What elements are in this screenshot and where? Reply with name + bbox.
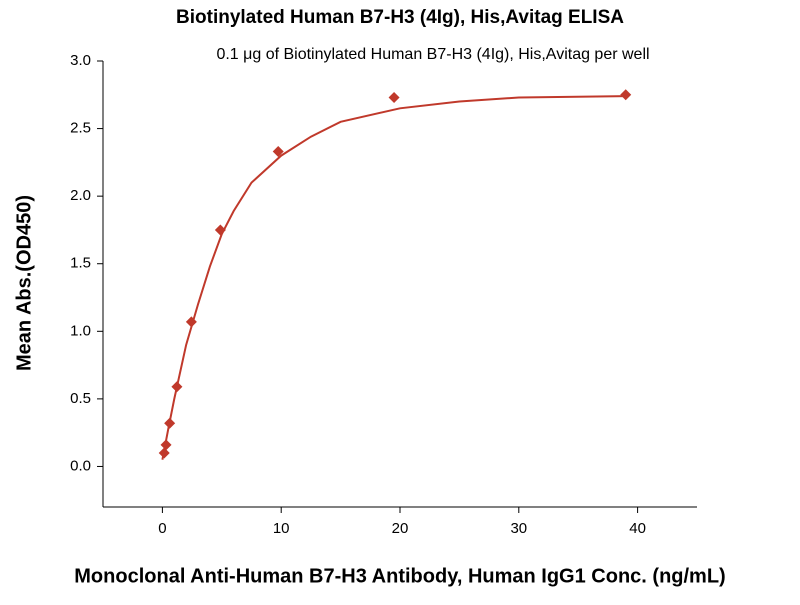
fit-curve bbox=[161, 95, 626, 460]
data-point bbox=[272, 146, 284, 158]
y-axis-title: Mean Abs.(OD450) bbox=[13, 195, 35, 371]
x-tick-label: 10 bbox=[273, 520, 290, 537]
data-point bbox=[620, 89, 632, 101]
x-tick-label: 30 bbox=[510, 520, 527, 537]
x-tick-label: 20 bbox=[392, 520, 409, 537]
chart-title: Biotinylated Human B7-H3 (4Ig), His,Avit… bbox=[176, 7, 624, 28]
x-tick-label: 40 bbox=[629, 520, 646, 537]
chart-subtitle: 0.1 μg of Biotinylated Human B7-H3 (4Ig)… bbox=[216, 46, 649, 63]
y-tick-label: 1.5 bbox=[70, 255, 91, 272]
x-tick-label: 0 bbox=[158, 520, 166, 537]
y-tick-label: 2.5 bbox=[70, 120, 91, 137]
y-tick-label: 0.0 bbox=[70, 457, 91, 474]
x-axis-title: Monoclonal Anti-Human B7-H3 Antibody, Hu… bbox=[74, 565, 725, 587]
y-tick-label: 0.5 bbox=[70, 390, 91, 407]
y-tick-label: 2.0 bbox=[70, 187, 91, 204]
y-tick-label: 1.0 bbox=[70, 322, 91, 339]
data-point bbox=[388, 91, 400, 103]
y-tick-label: 3.0 bbox=[70, 52, 91, 69]
